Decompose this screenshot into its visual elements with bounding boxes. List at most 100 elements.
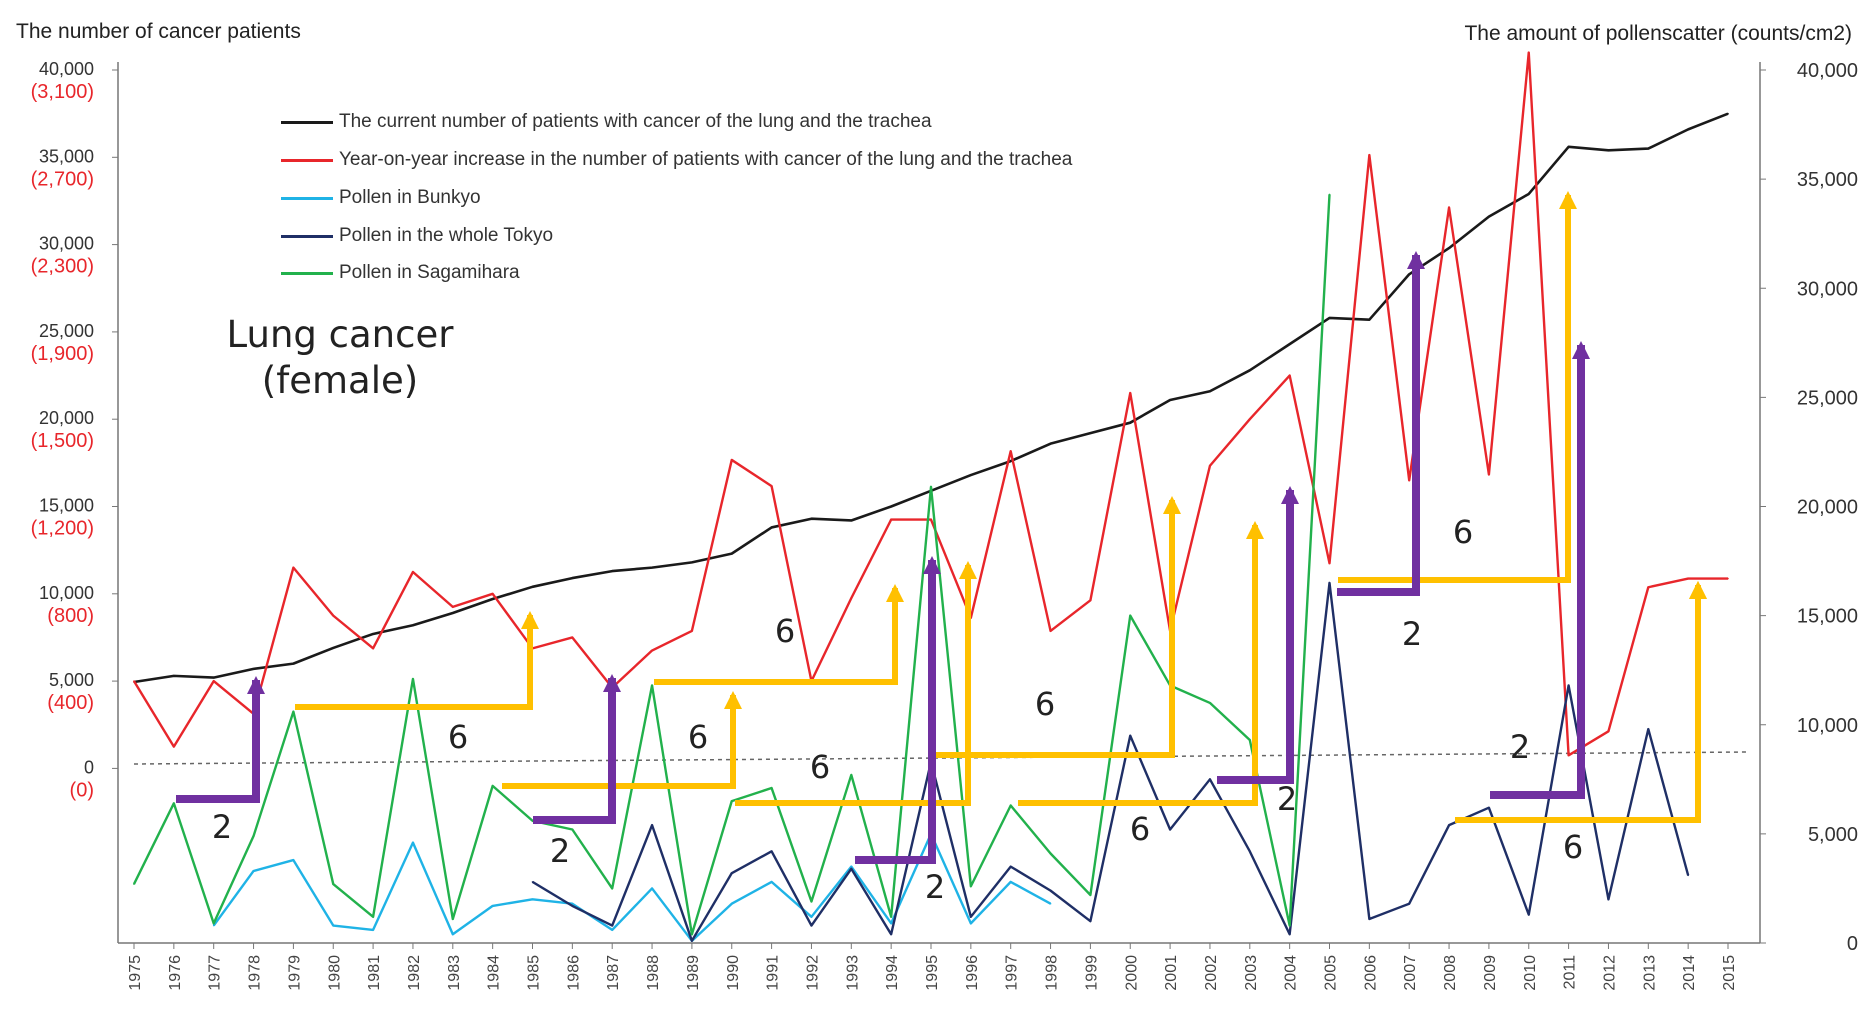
data-point bbox=[691, 561, 693, 564]
data-point bbox=[730, 902, 733, 905]
data-point bbox=[412, 841, 414, 844]
x-tick-label: 1978 bbox=[247, 955, 264, 991]
purple-arrow-label: 2 bbox=[1277, 780, 1297, 818]
data-point bbox=[1488, 215, 1490, 218]
data-point bbox=[1249, 850, 1251, 853]
purple-arrow-path bbox=[855, 560, 936, 864]
purple-arrow-path bbox=[533, 678, 616, 824]
data-point bbox=[1209, 464, 1211, 467]
data-point bbox=[1129, 734, 1132, 737]
left-tick-red-label: (2,300) bbox=[31, 256, 94, 278]
x-tick-label: 2000 bbox=[1123, 955, 1140, 991]
purple-arrow-head bbox=[1407, 251, 1425, 269]
legend-label: Pollen in the whole Tokyo bbox=[339, 225, 554, 246]
x-tick-label: 2005 bbox=[1323, 955, 1340, 991]
x-tick-label: 1975 bbox=[127, 955, 144, 991]
yellow-arrow-path bbox=[295, 615, 533, 710]
purple-interval-arrow: 2 bbox=[1217, 486, 1299, 818]
data-point bbox=[133, 883, 135, 885]
purple-arrow-label: 2 bbox=[1402, 615, 1422, 653]
data-point bbox=[770, 526, 773, 529]
right-tick-label: 25,000 bbox=[1797, 387, 1858, 409]
data-point bbox=[1607, 149, 1610, 152]
data-point bbox=[212, 676, 215, 679]
data-point bbox=[372, 929, 374, 931]
data-point bbox=[1009, 865, 1012, 868]
data-point bbox=[1049, 889, 1052, 892]
data-point bbox=[1009, 804, 1012, 807]
legend-swatch bbox=[281, 120, 333, 124]
x-tick-label: 2008 bbox=[1442, 955, 1459, 991]
x-tick-label: 1985 bbox=[526, 955, 543, 991]
chart-title: Lung cancer (female) bbox=[225, 312, 455, 404]
legend-item-yoy-increase: Year-on-year increase in the number of p… bbox=[281, 148, 1072, 172]
data-point bbox=[1288, 343, 1291, 345]
data-point bbox=[1727, 112, 1729, 115]
data-point bbox=[571, 902, 574, 905]
purple-arrow-head bbox=[247, 676, 265, 694]
data-point bbox=[1328, 562, 1331, 565]
yellow-interval-arrow: 6 bbox=[295, 611, 539, 756]
yellow-interval-arrow: 6 bbox=[935, 496, 1181, 758]
chart-title-line-2: (female) bbox=[261, 359, 419, 402]
left-tick-label: 20,000 bbox=[39, 408, 94, 428]
yellow-arrow-label: 6 bbox=[448, 718, 468, 756]
data-point bbox=[890, 518, 892, 521]
x-tick-label: 1994 bbox=[884, 955, 901, 991]
data-point bbox=[372, 633, 374, 635]
data-point bbox=[691, 940, 693, 942]
data-point bbox=[412, 571, 414, 573]
data-point bbox=[611, 570, 613, 572]
yellow-arrow-label: 6 bbox=[810, 748, 830, 786]
data-point bbox=[810, 517, 813, 520]
x-tick-label: 1995 bbox=[924, 955, 941, 991]
data-point bbox=[1647, 586, 1650, 589]
data-point bbox=[1488, 806, 1490, 809]
data-point bbox=[1169, 828, 1171, 831]
x-tick-label: 1977 bbox=[207, 955, 224, 991]
data-point bbox=[651, 684, 653, 687]
data-point bbox=[1607, 898, 1610, 901]
data-point bbox=[1647, 147, 1650, 150]
data-point bbox=[491, 785, 494, 787]
x-tick-label: 2014 bbox=[1681, 955, 1698, 991]
yellow-arrow-path bbox=[1018, 525, 1258, 806]
bunkyo-pollen-line bbox=[212, 832, 1052, 943]
yellow-arrow-head bbox=[886, 584, 904, 602]
x-tick-label: 2003 bbox=[1243, 955, 1260, 991]
x-tick-label: 1980 bbox=[326, 955, 343, 991]
purple-arrow-head bbox=[923, 556, 941, 574]
legend-swatch bbox=[281, 234, 333, 238]
data-point bbox=[332, 883, 335, 885]
data-point bbox=[770, 485, 773, 487]
data-point bbox=[1089, 599, 1092, 602]
bunkyo-pollen-line-group bbox=[212, 832, 1052, 943]
data-point bbox=[1328, 193, 1331, 196]
left-tick-label: 35,000 bbox=[39, 146, 94, 166]
data-point bbox=[531, 586, 534, 588]
left-tick-label: 5,000 bbox=[49, 670, 94, 690]
sagamihara-pollen-line-group bbox=[132, 193, 1331, 936]
x-tick-label: 2013 bbox=[1641, 955, 1658, 991]
data-point bbox=[252, 835, 255, 837]
yellow-arrow-head bbox=[1689, 581, 1707, 599]
data-point bbox=[651, 649, 653, 652]
data-point bbox=[651, 824, 653, 826]
yellow-arrow-label: 6 bbox=[688, 718, 708, 756]
data-point bbox=[730, 800, 733, 802]
data-point bbox=[1448, 824, 1450, 826]
x-tick-label: 1987 bbox=[605, 955, 622, 991]
x-tick-label: 1989 bbox=[685, 955, 702, 991]
data-point bbox=[1129, 421, 1132, 424]
right-tick-label: 10,000 bbox=[1797, 715, 1858, 737]
yellow-arrow-path bbox=[1455, 585, 1701, 823]
x-tick-label: 1992 bbox=[804, 955, 821, 991]
left-tick-red-label: (1,500) bbox=[31, 430, 94, 452]
data-point bbox=[850, 865, 853, 868]
x-tick-label: 1993 bbox=[844, 955, 861, 991]
data-point bbox=[133, 680, 135, 682]
data-point bbox=[890, 922, 892, 925]
yellow-arrow-label: 6 bbox=[1130, 810, 1150, 848]
data-point bbox=[1288, 924, 1291, 927]
x-tick-label: 2002 bbox=[1203, 955, 1220, 991]
